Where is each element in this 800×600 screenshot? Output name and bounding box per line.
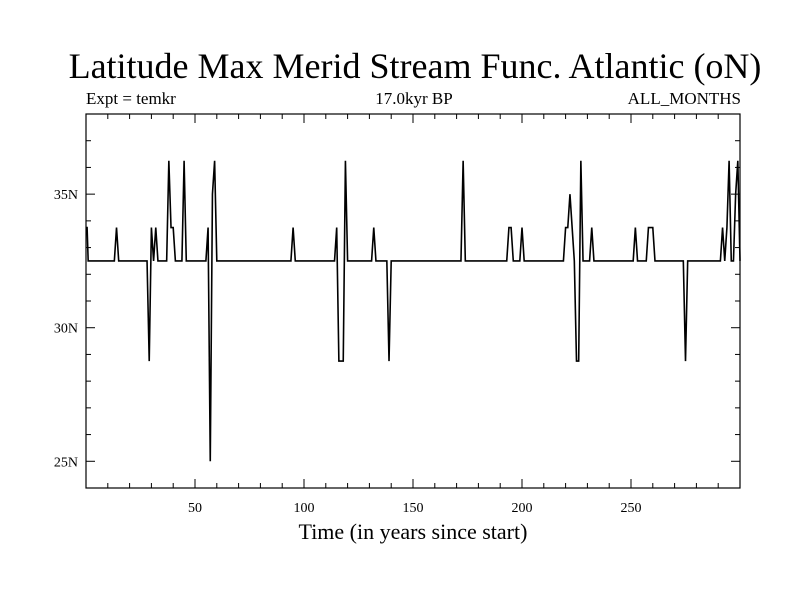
x-tick-label: 150 bbox=[403, 501, 424, 516]
months-label: ALL_MONTHS bbox=[627, 89, 741, 108]
y-tick-label: 30N bbox=[54, 322, 78, 337]
axis-ticks bbox=[86, 114, 740, 488]
series-line bbox=[86, 160, 741, 462]
y-tick-label: 35N bbox=[54, 188, 78, 203]
y-tick-label: 25N bbox=[54, 455, 78, 470]
experiment-label: Expt = temkr bbox=[86, 89, 176, 108]
chart-title: Latitude Max Merid Stream Func. Atlantic… bbox=[68, 46, 762, 86]
x-tick-label: 50 bbox=[188, 501, 202, 516]
x-tick-label: 100 bbox=[294, 501, 315, 516]
x-axis-label: Time (in years since start) bbox=[298, 519, 528, 544]
series-group bbox=[86, 160, 741, 462]
x-tick-label: 250 bbox=[621, 501, 642, 516]
x-tick-label: 200 bbox=[512, 501, 533, 516]
axis-tick-labels: 50 100 150 200 250 25N 30N 35N bbox=[54, 188, 642, 516]
period-label: 17.0kyr BP bbox=[375, 89, 453, 108]
